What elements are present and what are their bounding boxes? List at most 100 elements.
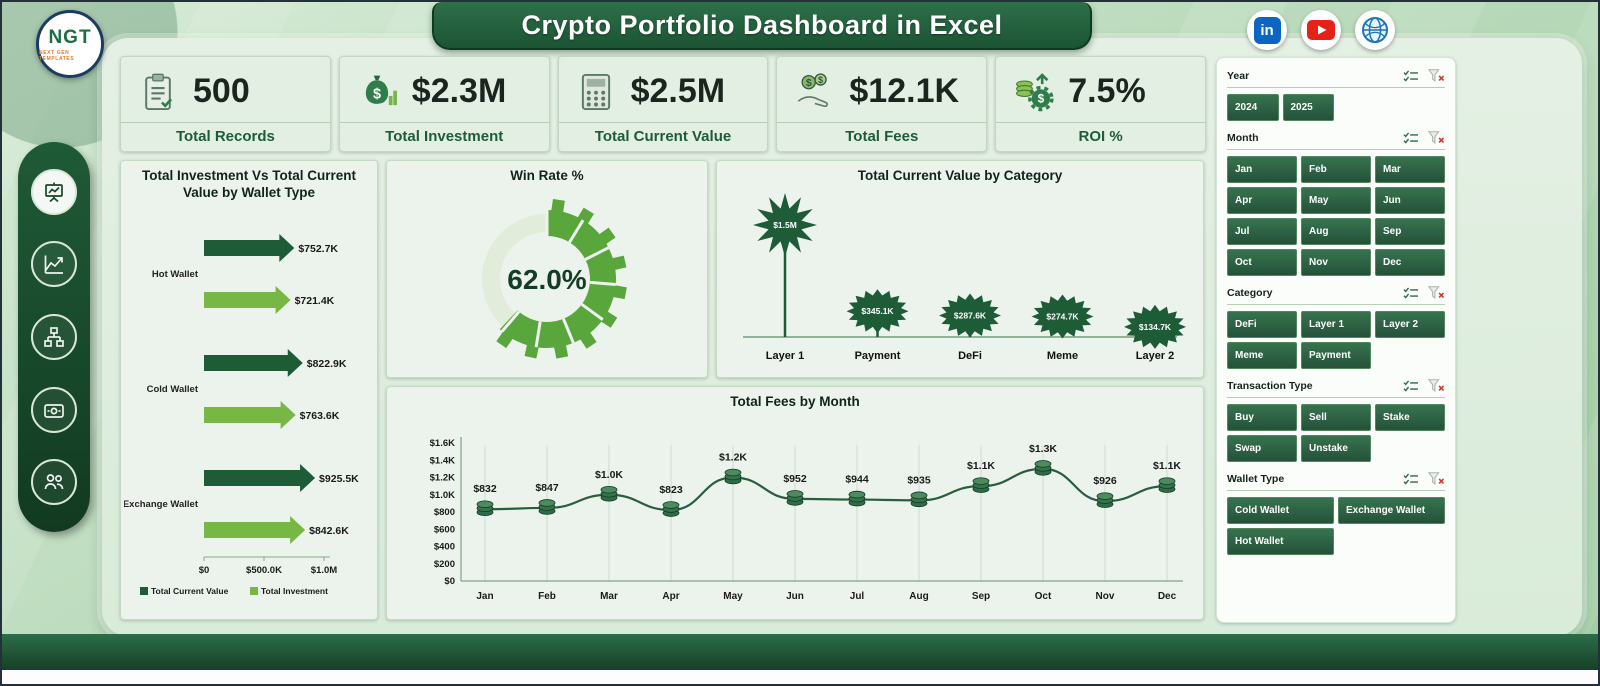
chart-title: Win Rate % bbox=[510, 168, 584, 183]
kpi-label: Total Records bbox=[121, 122, 330, 151]
slicer-item-layer-1[interactable]: Layer 1 bbox=[1301, 311, 1371, 338]
kpi-label: Total Current Value bbox=[558, 122, 768, 151]
svg-text:Sep: Sep bbox=[972, 591, 990, 602]
kpi-roi: $ 7.5% ROI % bbox=[995, 56, 1206, 152]
svg-text:$752.7K: $752.7K bbox=[298, 243, 338, 255]
slicer-item-mar[interactable]: Mar bbox=[1375, 156, 1445, 183]
slicer-transaction-type: Transaction Type Buy Sell Stake Swap Unstake bbox=[1227, 378, 1445, 462]
slicer-item-layer-2[interactable]: Layer 2 bbox=[1375, 311, 1445, 338]
slicer-item-jan[interactable]: Jan bbox=[1227, 156, 1297, 183]
slicer-title: Category bbox=[1227, 287, 1273, 299]
winrate-chart-card: Win Rate % 62.0% bbox=[386, 160, 708, 378]
slicer-item-hot-wallet[interactable]: Hot Wallet bbox=[1227, 528, 1334, 555]
slicer-item-apr[interactable]: Apr bbox=[1227, 187, 1297, 214]
multiselect-icon[interactable] bbox=[1402, 379, 1420, 393]
chart-title: Total Current Value by Category bbox=[857, 168, 1063, 183]
svg-text:Dec: Dec bbox=[1158, 591, 1177, 602]
slicer-item-swap[interactable]: Swap bbox=[1227, 435, 1297, 462]
svg-text:$500.0K: $500.0K bbox=[246, 565, 282, 576]
svg-text:Apr: Apr bbox=[662, 591, 679, 602]
category-marker bbox=[1124, 304, 1186, 349]
svg-text:Hot Wallet: Hot Wallet bbox=[152, 269, 199, 280]
multiselect-icon[interactable] bbox=[1402, 286, 1420, 300]
kpi-total-current-value: $2.5M Total Current Value bbox=[557, 56, 769, 152]
svg-text:Layer 2: Layer 2 bbox=[1136, 350, 1175, 362]
svg-text:$847: $847 bbox=[535, 482, 559, 494]
slicer-item-payment[interactable]: Payment bbox=[1301, 342, 1371, 369]
multiselect-icon[interactable] bbox=[1402, 69, 1420, 83]
svg-text:Cold Wallet: Cold Wallet bbox=[147, 384, 199, 395]
slicer-item-defi[interactable]: DeFi bbox=[1227, 311, 1297, 338]
svg-text:$1.2K: $1.2K bbox=[719, 451, 747, 463]
clear-filter-icon[interactable] bbox=[1427, 285, 1445, 301]
slicer-item-stake[interactable]: Stake bbox=[1375, 404, 1445, 431]
slicer-item-nov[interactable]: Nov bbox=[1301, 249, 1371, 276]
chart-title: Total Fees by Month bbox=[730, 394, 860, 409]
slicer-item-sell[interactable]: Sell bbox=[1301, 404, 1371, 431]
slicer-item-may[interactable]: May bbox=[1301, 187, 1371, 214]
youtube-icon[interactable] bbox=[1301, 10, 1341, 50]
svg-text:$952: $952 bbox=[783, 473, 807, 485]
logo-subtext: NEXT GEN TEMPLATES bbox=[39, 49, 75, 62]
wallet-icon[interactable] bbox=[31, 386, 77, 433]
slicer-panel: Year 2024 2025 Month Jan Feb Mar Apr May Jun Jul Au… bbox=[1216, 57, 1456, 623]
hierarchy-icon[interactable] bbox=[31, 313, 77, 360]
coin-marker bbox=[724, 468, 742, 485]
clear-filter-icon[interactable] bbox=[1427, 130, 1445, 146]
multiselect-icon[interactable] bbox=[1402, 131, 1420, 145]
slicer-item-sep[interactable]: Sep bbox=[1375, 218, 1445, 245]
svg-text:Exchange Wallet: Exchange Wallet bbox=[124, 499, 199, 510]
svg-text:$134.7K: $134.7K bbox=[1139, 322, 1172, 332]
slicer-item-aug[interactable]: Aug bbox=[1301, 218, 1371, 245]
slicer-item-meme[interactable]: Meme bbox=[1227, 342, 1297, 369]
slicer-item-jul[interactable]: Jul bbox=[1227, 218, 1297, 245]
coin-marker bbox=[972, 477, 990, 493]
svg-text:$944: $944 bbox=[845, 473, 869, 485]
svg-text:$274.7K: $274.7K bbox=[1046, 311, 1079, 321]
trend-chart-icon[interactable] bbox=[31, 241, 77, 288]
slicer-item-unstake[interactable]: Unstake bbox=[1301, 435, 1371, 462]
svg-text:Oct: Oct bbox=[1035, 591, 1052, 602]
fees-chart-card: Total Fees by Month $0 $200 $400 $600 $800 $1… bbox=[386, 386, 1204, 620]
slicer-item-buy[interactable]: Buy bbox=[1227, 404, 1297, 431]
slicer-item-2024[interactable]: 2024 bbox=[1227, 94, 1279, 121]
clear-filter-icon[interactable] bbox=[1427, 471, 1445, 487]
svg-text:Payment: Payment bbox=[855, 350, 901, 362]
slicer-wallet-type: Wallet Type Cold Wallet Exchange Wallet Hot… bbox=[1227, 471, 1445, 555]
svg-text:$345.1K: $345.1K bbox=[861, 306, 894, 316]
svg-text:$600: $600 bbox=[434, 524, 455, 535]
slicer-item-dec[interactable]: Dec bbox=[1375, 249, 1445, 276]
kpi-total-records: 500 Total Records bbox=[120, 56, 331, 152]
kpi-value: 500 bbox=[193, 72, 250, 110]
kpi-value: $2.5M bbox=[630, 72, 726, 110]
clear-filter-icon[interactable] bbox=[1427, 378, 1445, 394]
kpi-row: 500 Total Records $ $2.3M Total Investme… bbox=[120, 56, 1206, 152]
multiselect-icon[interactable] bbox=[1402, 472, 1420, 486]
svg-text:$925.5K: $925.5K bbox=[319, 473, 359, 485]
slicer-item-oct[interactable]: Oct bbox=[1227, 249, 1297, 276]
kpi-label: ROI % bbox=[996, 122, 1205, 151]
coin-marker bbox=[600, 485, 618, 502]
svg-text:$400: $400 bbox=[434, 541, 455, 552]
slicer-item-jun[interactable]: Jun bbox=[1375, 187, 1445, 214]
svg-text:Mar: Mar bbox=[600, 591, 618, 602]
linkedin-icon[interactable]: in bbox=[1247, 10, 1287, 50]
slicer-item-2025[interactable]: 2025 bbox=[1282, 94, 1334, 121]
presentation-icon[interactable] bbox=[31, 168, 77, 215]
category-marker bbox=[753, 192, 817, 257]
slicer-item-feb[interactable]: Feb bbox=[1301, 156, 1371, 183]
bar bbox=[204, 463, 316, 492]
slicer-item-exchange-wallet[interactable]: Exchange Wallet bbox=[1338, 497, 1445, 524]
website-icon[interactable] bbox=[1355, 10, 1395, 50]
people-icon[interactable] bbox=[31, 459, 77, 506]
clear-filter-icon[interactable] bbox=[1427, 68, 1445, 84]
calculator-icon bbox=[573, 69, 619, 115]
slicer-item-cold-wallet[interactable]: Cold Wallet bbox=[1227, 497, 1334, 524]
coin-marker bbox=[1096, 492, 1114, 508]
footer-band bbox=[2, 634, 1598, 670]
kpi-value: 7.5% bbox=[1068, 72, 1146, 110]
wallet-chart-card: Total Investment Vs Total Current Value … bbox=[120, 160, 378, 620]
coin-marker bbox=[476, 500, 494, 516]
svg-text:$0: $0 bbox=[199, 565, 210, 576]
